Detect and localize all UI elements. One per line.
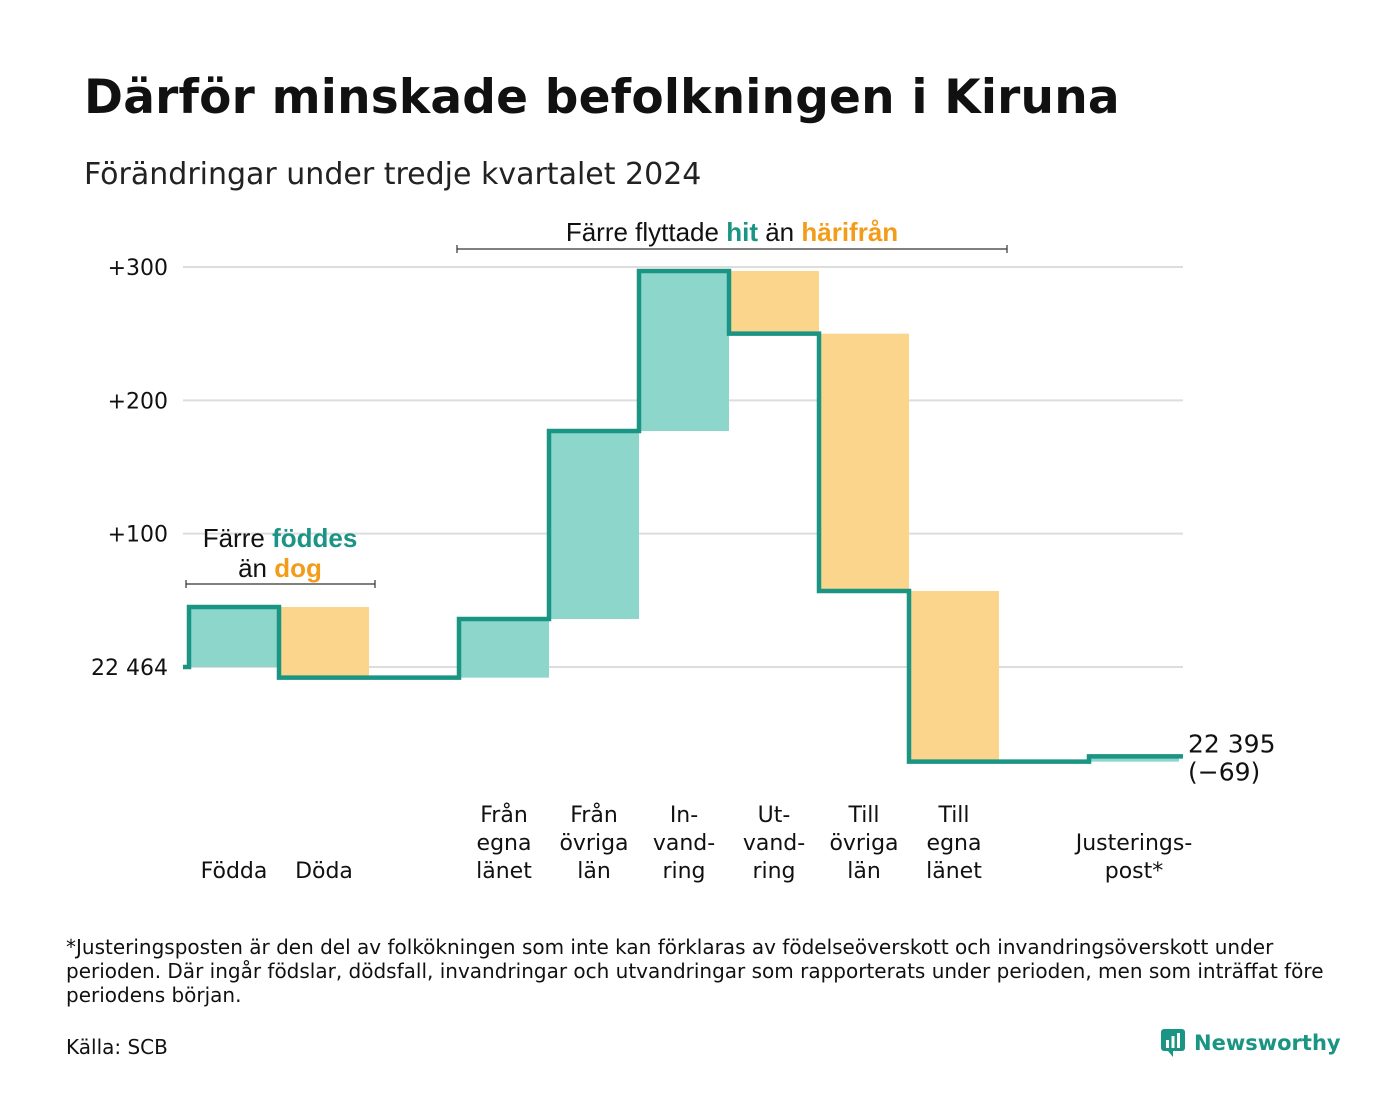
annotation-highlight-negative: dog xyxy=(274,553,322,583)
category-label: egna xyxy=(927,831,982,856)
category-label: Till xyxy=(847,803,879,828)
category-label: län xyxy=(577,859,611,884)
bar-increase xyxy=(639,271,729,431)
footnote: *Justeringsposten är den del av folkökni… xyxy=(66,935,1324,1007)
end-value-label: 22 395 xyxy=(1188,729,1275,758)
category-label: Justerings- xyxy=(1074,831,1193,856)
category-label: vand- xyxy=(653,831,715,856)
category-label: länet xyxy=(926,859,982,884)
bar-decrease xyxy=(729,271,819,334)
cumulative-step-line xyxy=(183,268,1183,764)
y-tick-label: +200 xyxy=(108,389,168,414)
bar-increase xyxy=(189,607,279,667)
brand-name: Newsworthy xyxy=(1194,1031,1341,1055)
category-label: län xyxy=(847,859,881,884)
category-label: ring xyxy=(662,859,705,884)
category-label: Från xyxy=(480,802,528,828)
annotation-highlight-negative: härifrån xyxy=(801,217,899,247)
category-label: vand- xyxy=(743,831,805,856)
bar-decrease xyxy=(819,333,909,591)
y-tick-label: +300 xyxy=(108,256,168,281)
end-change-label: (−69) xyxy=(1188,757,1260,786)
category-label: egna xyxy=(477,831,532,856)
migration-annotation: Färre flyttade hit än härifrån xyxy=(456,217,1008,248)
y-tick-label: +100 xyxy=(108,523,168,548)
chart-title: Därför minskade befolkningen i Kiruna xyxy=(84,70,1120,125)
bar-increase xyxy=(1089,756,1179,762)
category-label: Från xyxy=(570,802,618,828)
waterfall-chart: +300 +200 +100 22 464 Födda Döda Från egna länet… xyxy=(91,245,1275,884)
annotation-text: Färre flyttade xyxy=(565,217,719,247)
chart-subtitle: Förändringar under tredje kvartalet 2024 xyxy=(84,157,702,192)
category-label: Till xyxy=(937,803,969,828)
category-label: övriga xyxy=(829,831,898,856)
y-tick-label: 22 464 xyxy=(91,656,168,681)
category-label: In- xyxy=(670,803,698,828)
newsworthy-logo-icon xyxy=(1161,1029,1185,1057)
category-label: Födda xyxy=(201,859,268,884)
source-label: Källa: SCB xyxy=(66,1035,168,1059)
bar-increase xyxy=(549,431,639,619)
bar-decrease xyxy=(909,591,999,762)
category-label: länet xyxy=(476,859,532,884)
category-label: ring xyxy=(752,859,795,884)
brand-logo: Newsworthy xyxy=(1160,1028,1341,1058)
category-label: post* xyxy=(1105,859,1164,884)
bar-decrease xyxy=(279,607,369,678)
annotation-text: än xyxy=(238,553,268,583)
category-label: Döda xyxy=(295,859,353,884)
annotation-highlight-positive: hit xyxy=(726,217,758,247)
bar-increase xyxy=(459,619,549,678)
category-label: Ut- xyxy=(758,803,791,828)
category-label: övriga xyxy=(559,831,628,856)
births-deaths-annotation: Färre föddes än dog xyxy=(180,523,380,583)
annotation-highlight-positive: föddes xyxy=(272,523,358,553)
annotation-text: än xyxy=(765,217,795,247)
annotation-text: Färre xyxy=(202,523,265,553)
